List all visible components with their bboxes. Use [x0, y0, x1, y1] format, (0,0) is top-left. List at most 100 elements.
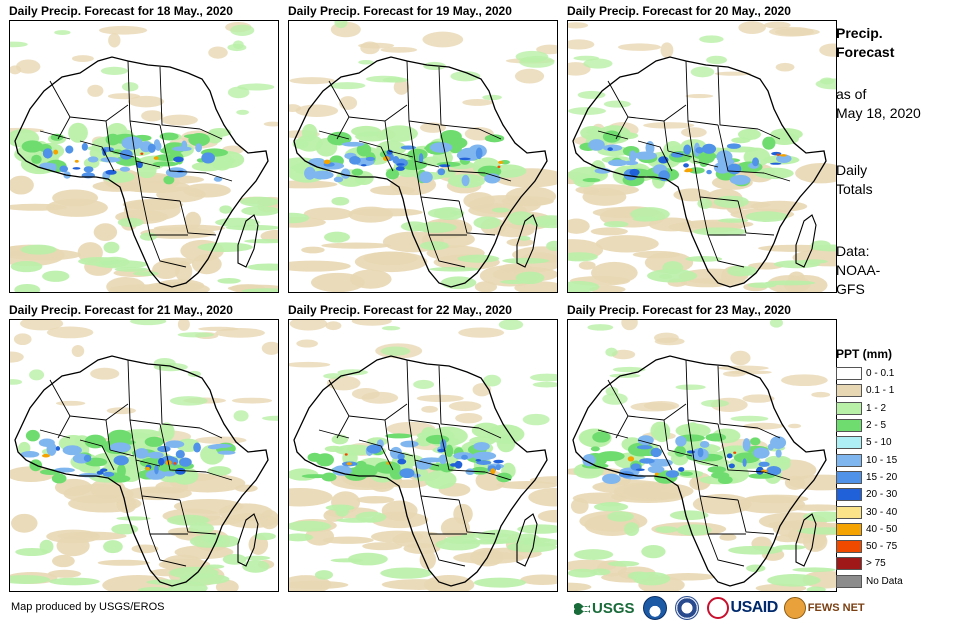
precip-area	[435, 538, 481, 551]
precip-area	[72, 167, 81, 170]
legend-item: 0 - 0.1	[836, 365, 956, 382]
precip-area	[768, 26, 814, 37]
precip-area	[246, 263, 278, 271]
precip-area	[587, 324, 614, 331]
precip-area	[333, 176, 344, 183]
precip-area	[236, 109, 249, 115]
usaid-logo: USAID	[706, 597, 778, 619]
precip-area	[20, 320, 64, 331]
precip-area	[532, 381, 557, 388]
precip-area	[289, 533, 314, 542]
precip-area	[321, 472, 337, 482]
precip-area	[341, 141, 365, 147]
precip-area	[766, 465, 782, 476]
precip-area	[157, 445, 171, 453]
precip-area	[239, 196, 278, 207]
precip-area	[289, 520, 332, 532]
precip-area	[498, 160, 504, 164]
country-border	[105, 120, 111, 152]
precip-area	[699, 441, 710, 448]
country-border	[348, 104, 408, 122]
precip-area	[119, 149, 133, 160]
precip-area	[103, 540, 123, 554]
precip-area	[47, 569, 82, 578]
precip-area	[665, 470, 680, 478]
precip-area	[219, 205, 233, 214]
precip-area	[820, 77, 835, 85]
precip-area	[395, 166, 405, 171]
precip-area	[193, 442, 201, 453]
precip-area	[461, 174, 470, 187]
precip-area	[675, 423, 711, 438]
precip-area	[517, 236, 531, 241]
legend-item: No Data	[836, 573, 956, 590]
precip-area	[634, 151, 657, 160]
legend-label: 5 - 10	[866, 437, 892, 449]
precip-area	[93, 260, 149, 269]
precip-area	[147, 451, 164, 459]
legend-label: 15 - 20	[866, 471, 898, 483]
country-border	[159, 66, 201, 130]
precip-area	[680, 278, 734, 288]
country-border	[717, 124, 765, 174]
africa-coastline	[293, 355, 548, 587]
precip-area	[730, 415, 769, 422]
precip-area	[754, 167, 794, 179]
precip-area	[660, 42, 674, 58]
panel-title: Daily Precip. Forecast for 20 May., 2020	[567, 4, 791, 18]
legend-label: 0.1 - 1	[866, 385, 895, 397]
precip-area	[232, 40, 244, 49]
precip-area	[322, 536, 374, 544]
noaa-logo-icon	[642, 596, 667, 620]
precip-area	[810, 240, 831, 250]
precip-area	[59, 165, 69, 173]
country-border	[205, 471, 233, 481]
precip-area	[645, 140, 655, 155]
panel-title: Daily Precip. Forecast for 18 May., 2020	[9, 4, 233, 18]
legend-swatch	[836, 436, 862, 450]
precip-area	[179, 457, 192, 467]
precip-area	[733, 452, 760, 464]
madagascar-coastline	[795, 513, 817, 567]
precip-area	[356, 143, 372, 157]
precip-area	[607, 511, 634, 522]
precip-area	[321, 242, 392, 249]
precip-area	[770, 162, 782, 165]
precip-area	[393, 79, 410, 95]
precip-area	[330, 558, 364, 563]
precip-area	[189, 534, 227, 548]
precip-area	[607, 560, 640, 567]
legend-swatch	[836, 384, 862, 398]
precip-area	[583, 58, 613, 69]
precip-area	[105, 169, 117, 175]
precip-area	[346, 462, 352, 466]
precip-area	[81, 142, 88, 151]
precip-area	[497, 165, 501, 169]
precip-area	[242, 560, 270, 573]
precip-area	[635, 468, 645, 472]
country-border	[438, 66, 480, 130]
precip-area	[528, 488, 557, 507]
africa-map-svg	[289, 320, 557, 591]
precip-map	[288, 319, 558, 592]
precip-area	[209, 443, 232, 448]
precip-area	[628, 571, 650, 580]
precip-area	[429, 266, 480, 272]
precip-area	[819, 43, 836, 57]
precip-area	[523, 538, 557, 547]
precip-area	[473, 577, 526, 588]
precip-area	[774, 544, 806, 550]
precip-area	[647, 269, 698, 283]
country-border	[318, 429, 350, 439]
precip-area	[331, 196, 350, 206]
legend-swatch	[836, 401, 862, 415]
precip-area	[458, 327, 505, 338]
data-line: NOAA-	[836, 262, 881, 278]
precip-area	[537, 509, 557, 523]
fews-logo-text: FEWS NET	[807, 602, 865, 614]
precip-area	[713, 195, 749, 208]
precip-area	[742, 458, 747, 467]
precip-area	[675, 435, 687, 447]
precip-area	[217, 278, 241, 284]
country-border	[637, 439, 673, 471]
